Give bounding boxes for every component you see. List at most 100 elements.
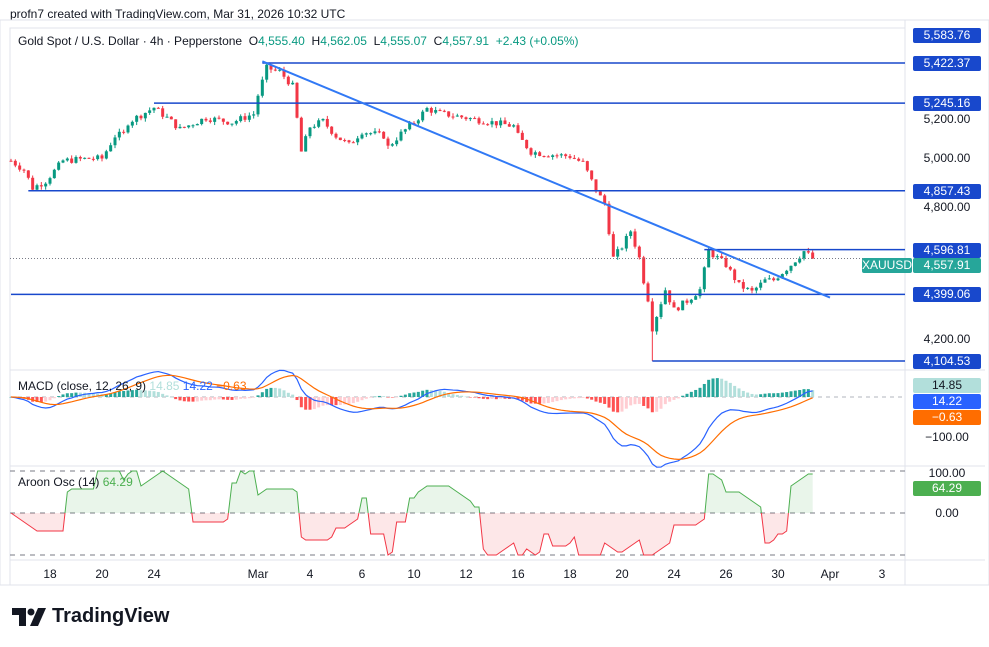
candle-body [152, 107, 156, 111]
candle-body [650, 301, 654, 332]
candle-body [767, 278, 771, 280]
candle-body [442, 110, 446, 112]
candle-body [234, 121, 238, 124]
level-price-label: 5,245.16 [913, 96, 981, 112]
aroon-legend[interactable]: Aroon Osc (14) 64.29 [18, 475, 133, 489]
candle-body [447, 111, 451, 117]
time-tick-label: 6 [358, 567, 366, 581]
candle-body [698, 289, 702, 297]
macd-signal-axis-label: −0.63 [913, 410, 981, 425]
macd-histogram-bar [187, 397, 191, 402]
macd-histogram-bar [737, 388, 741, 397]
candle-body [382, 131, 386, 139]
macd-histogram-bar [273, 387, 277, 397]
candle-body [312, 126, 316, 128]
high-value: 4,562.05 [320, 34, 367, 48]
time-tick-label: 20 [615, 567, 629, 581]
candle-body [707, 250, 711, 268]
macd-histogram-bar [395, 397, 399, 398]
candle-body [13, 160, 17, 166]
macd-histogram-bar [399, 395, 403, 397]
macd-histogram-bar [135, 389, 139, 397]
open-value: 4,555.40 [258, 34, 305, 48]
time-tick-label: 3 [878, 567, 886, 581]
aroon-title: Aroon Osc (14) [18, 475, 100, 489]
candle-body [373, 131, 377, 134]
candle-body [438, 110, 442, 112]
macd-histogram-bar [403, 394, 407, 397]
change-value: +2.43 (+0.05%) [495, 34, 579, 48]
macd-histogram-bar [772, 393, 776, 397]
candle-body [533, 152, 537, 155]
macd-histogram-bar [104, 393, 108, 397]
candle-body [481, 123, 485, 125]
macd-hist-value: 14.85 [149, 379, 180, 393]
candle-body [793, 262, 797, 266]
macd-histogram-bar [347, 397, 351, 404]
candle-body [525, 139, 529, 149]
candle-body [226, 121, 230, 125]
macd-histogram-bar [676, 397, 680, 399]
candle-body [711, 250, 715, 258]
candle-body [260, 79, 264, 96]
candle-body [61, 160, 65, 163]
candle-body [516, 125, 520, 133]
candle-body [642, 257, 646, 284]
macd-histogram-bar [126, 390, 130, 397]
candle-body [74, 157, 78, 163]
macd-histogram-bar [581, 397, 585, 398]
candle-body [18, 165, 22, 170]
candle-body [551, 155, 555, 157]
open-label: O [248, 34, 259, 48]
macd-histogram-bar [117, 391, 121, 397]
macd-legend[interactable]: MACD (close, 12, 26, 9) 14.85 14.22 −0.6… [18, 379, 247, 393]
macd-histogram-bar [390, 397, 394, 398]
time-tick-label: Apr [820, 567, 840, 581]
candle-body [780, 274, 784, 279]
candle-body [763, 279, 767, 283]
macd-signal-line [10, 374, 813, 460]
macd-histogram-bar [265, 388, 269, 397]
candle-body [161, 108, 165, 117]
macd-histogram-bar [789, 391, 793, 397]
macd-histogram-bar [559, 397, 563, 401]
macd-histogram-bar [386, 397, 390, 398]
candle-body [100, 155, 104, 159]
macd-histogram-bar [109, 393, 113, 397]
candle-body [772, 278, 776, 281]
candle-body [347, 140, 351, 143]
macd-histogram-bar [685, 393, 689, 397]
candle-body [477, 118, 481, 124]
candle-body [96, 155, 100, 160]
macd-histogram-bar [659, 397, 663, 409]
candle-body [304, 136, 308, 152]
macd-histogram-bar [642, 397, 646, 406]
macd-histogram-bar [351, 397, 355, 404]
candle-body [776, 278, 780, 281]
candle-body [148, 110, 152, 113]
tradingview-logo[interactable]: TradingView [12, 605, 169, 628]
tradingview-logo-icon [12, 607, 46, 626]
macd-histogram-bar [650, 397, 654, 413]
macd-histogram-bar [776, 393, 780, 397]
macd-histogram-bar [629, 397, 633, 406]
aroon-tick-label: 100.00 [928, 466, 966, 480]
macd-histogram-bar [503, 397, 507, 399]
candle-body [213, 117, 217, 122]
macd-histogram-bar [278, 388, 282, 397]
aroon-negative-fill [11, 513, 813, 555]
candle-body [295, 82, 299, 118]
macd-histogram-bar [516, 397, 520, 400]
candle-body [204, 118, 208, 121]
macd-histogram-bar [780, 392, 784, 397]
macd-histogram-bar [299, 397, 303, 408]
macd-histogram-bar [698, 387, 702, 397]
symbol-title[interactable]: Gold Spot / U.S. Dollar · 4h · Peppersto… [18, 34, 243, 48]
candle-body [265, 64, 269, 80]
candle-body [594, 179, 598, 192]
candle-body [174, 119, 178, 129]
macd-histogram-bar [759, 394, 763, 397]
candle-body [598, 191, 602, 196]
candle-body [538, 152, 542, 157]
